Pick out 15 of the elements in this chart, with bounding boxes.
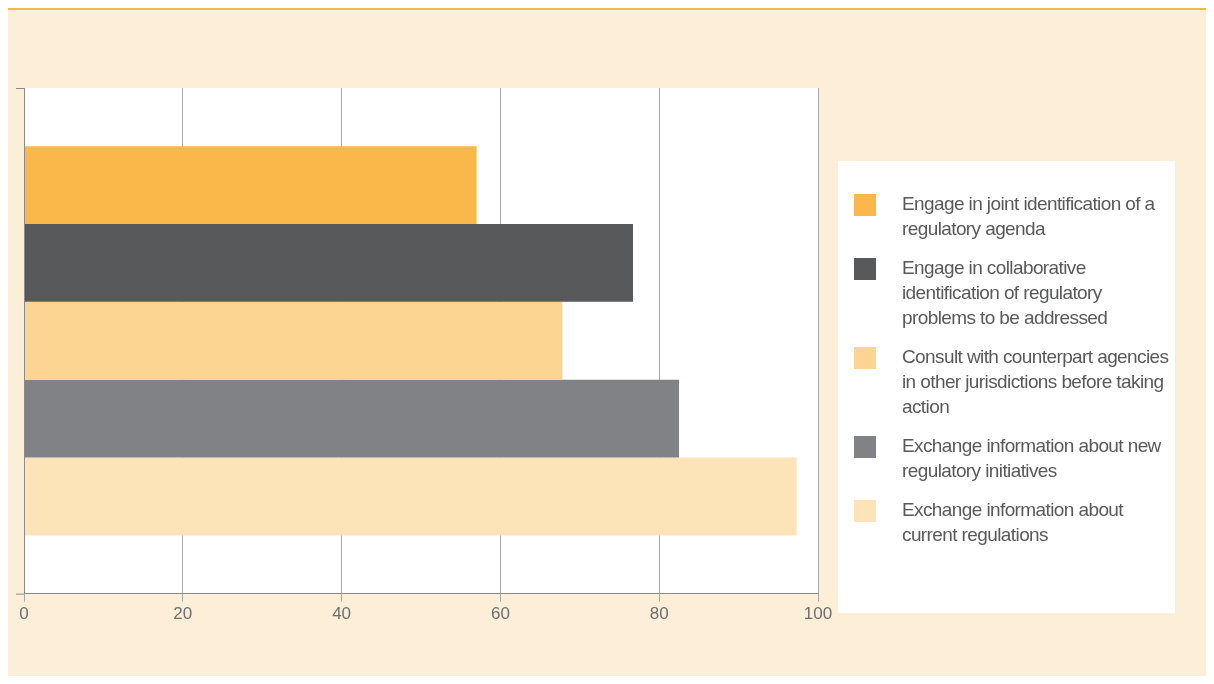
x-tick-label: 60 — [490, 604, 510, 624]
x-tick-label: 40 — [332, 604, 352, 624]
bar — [24, 224, 633, 302]
bar — [24, 146, 477, 225]
legend-label: Exchange information about new regulatory initiatives — [902, 434, 1162, 483]
x-tick-label: 80 — [649, 604, 669, 624]
bar — [24, 457, 797, 536]
legend-label: Engage in joint identification of a regulatory agenda — [902, 192, 1156, 241]
bar — [24, 301, 563, 380]
legend-label: Engage in collaborative identification of regulatory problems to be addressed — [902, 256, 1109, 330]
legend-label: Exchange information about current regulations — [902, 498, 1125, 547]
x-tick-label: 20 — [173, 604, 193, 624]
x-tick-label: 100 — [803, 604, 833, 624]
legend-label: Consult with counterpart agencies in other jurisdictions before taking action — [902, 345, 1169, 419]
x-tick-label: 0 — [19, 604, 29, 624]
